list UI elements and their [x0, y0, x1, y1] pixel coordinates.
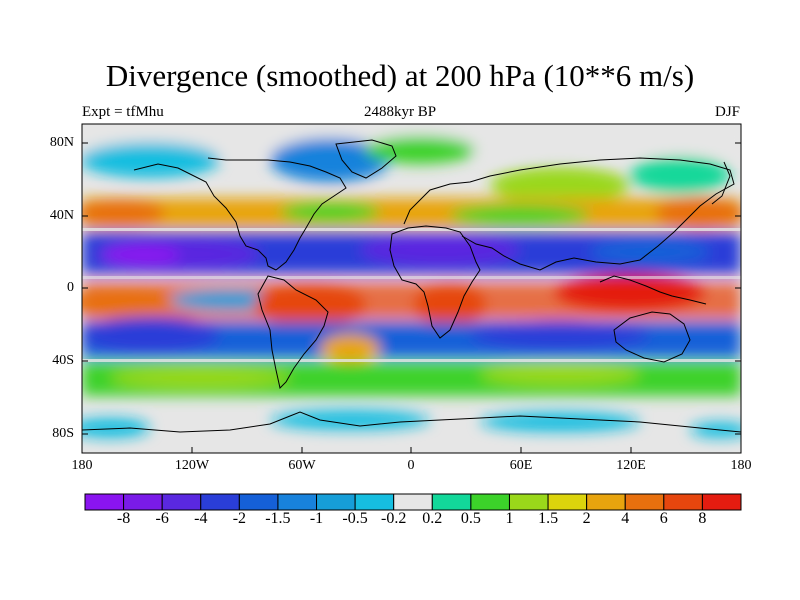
colorbar-swatch [200, 493, 240, 511]
lon-label-0: 0 [407, 458, 415, 473]
field-patch-siberia [490, 167, 630, 203]
colorbar-tick-label: 0.5 [460, 510, 481, 527]
field-patch-south-america [255, 283, 365, 327]
colorbar-swatch [393, 493, 433, 511]
colorbar-tick-label: 4 [621, 510, 630, 527]
divergence-field [82, 124, 741, 453]
colorbar-tick-label: 2 [582, 510, 591, 527]
coast-antarctica [82, 411, 741, 433]
colorbar-tick-label: 1 [505, 510, 514, 527]
colorbar-swatch [354, 493, 395, 511]
colorbar-swatch [508, 493, 549, 511]
zero-contour-south [82, 359, 741, 362]
field-patch-east-siberia [630, 157, 730, 193]
field-patch-antarctic-indian [480, 412, 640, 432]
colorbar-swatch [701, 493, 742, 511]
field-patch-wp-jet [655, 197, 741, 229]
field-patch-indian-ocean [470, 321, 650, 349]
field-patch-africa-min [360, 234, 520, 266]
coast-australia [613, 311, 691, 363]
coast-south-america [257, 275, 329, 389]
lat-label-0: 0 [67, 280, 74, 295]
zero-contour-north [82, 228, 741, 231]
colorbar-swatch [123, 493, 163, 511]
coast-north-america-east [207, 157, 347, 271]
field-patch-sh-midlat-east [480, 365, 640, 385]
coast-kamchatka [711, 161, 731, 205]
colorbar-swatch [238, 493, 279, 511]
time-label: 2488kyr BP [363, 104, 437, 120]
field-patch-canada [270, 138, 390, 182]
colorbar-swatch [470, 493, 510, 511]
field-patch-np-jet [82, 199, 165, 227]
field-patch-southern-africa [415, 283, 485, 327]
field-band-nh-midlat [82, 198, 741, 228]
coast-north-america-west [133, 163, 277, 271]
colorbar-tick-label: -0.2 [381, 510, 407, 527]
field-patch-maritime-continent [555, 274, 705, 310]
colorbar-tick-label: -2 [232, 510, 247, 527]
coast-africa [389, 225, 481, 339]
zero-contour-equator [82, 276, 741, 279]
lon-label-120e: 120E [616, 458, 646, 473]
coastlines [82, 139, 741, 433]
coast-eurasia [403, 157, 735, 271]
colorbar-swatch [277, 493, 318, 511]
field-patch-sh-midlat-west [110, 368, 290, 388]
field-patch-alaska [82, 142, 220, 178]
field-patch-atlantic-jet [280, 202, 380, 222]
colorbar-swatch [586, 493, 626, 511]
colorbar-swatch [431, 493, 472, 511]
field-patch-antarctic-atlantic [270, 410, 430, 430]
lat-label-40s: 40S [52, 353, 74, 368]
lon-label-180w: 180 [71, 458, 93, 473]
experiment-label: Expt = tfMhu [82, 104, 164, 120]
colorbar-tick-label: -8 [116, 510, 131, 527]
colorbar-tick-label: -1.5 [265, 510, 291, 527]
colorbar-swatch [624, 493, 665, 511]
colorbar-tick-label: -6 [155, 510, 169, 527]
colorbar-swatch [161, 493, 202, 511]
field-patch-pacific-itcz [82, 290, 175, 314]
colorbar-tick-label: 8 [698, 510, 707, 527]
field-patch-pacific-core [100, 245, 180, 265]
lat-label-80s: 80S [52, 426, 74, 441]
lat-label-80n: 80N [49, 135, 74, 150]
field-patch-antarctic-west [82, 418, 150, 438]
colorbar-tick-label: 1.5 [538, 510, 559, 527]
colorbar-tick-label: 6 [659, 510, 668, 527]
lon-label-60e: 60E [509, 458, 533, 473]
colorbar-swatch [547, 493, 588, 511]
colorbar-swatch [84, 493, 125, 511]
lon-label-60w: 60W [288, 458, 316, 473]
colorbar-tick-label: -4 [194, 510, 208, 527]
lat-label-40n: 40N [49, 208, 74, 223]
season-label: DJF [714, 104, 740, 120]
field-patch-south-pacific [82, 317, 220, 353]
field-patch-asia-jet [450, 205, 590, 225]
coast-greenland [335, 139, 397, 179]
coast-maritime-continent [599, 275, 707, 305]
lon-label-120w: 120W [174, 458, 210, 473]
lon-label-180e: 180 [730, 458, 752, 473]
lat-tick-marks [82, 142, 741, 435]
field-patch-greenland [365, 136, 475, 164]
lon-tick-marks [81, 447, 742, 453]
colorbar-swatch [663, 493, 703, 511]
field-patch-south-atlantic [320, 334, 380, 362]
colorbar-tick-label: -1 [309, 510, 324, 527]
colorbar-tick-label: 0.2 [422, 510, 443, 527]
colorbar-swatch [316, 493, 356, 511]
figure-title: Divergence (smoothed) at 200 hPa (10**6 … [105, 58, 695, 93]
colorbar-tick-label: -0.5 [342, 510, 368, 527]
colorbar [84, 493, 742, 511]
